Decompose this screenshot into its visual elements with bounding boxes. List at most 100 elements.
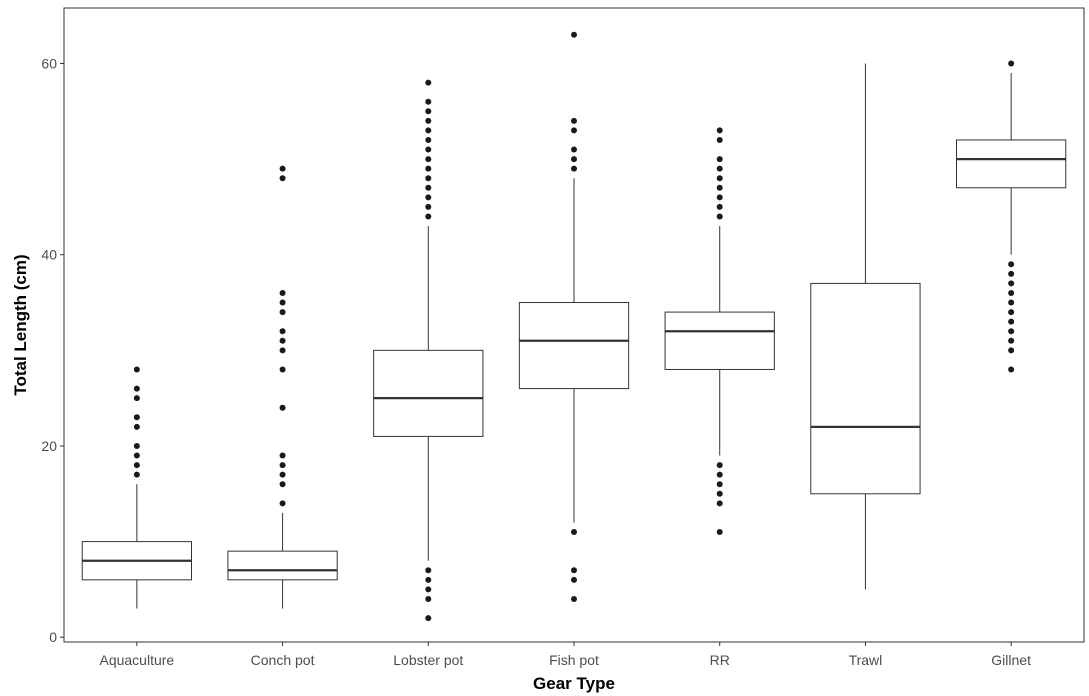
outlier-point xyxy=(571,127,577,134)
y-tick-label: 40 xyxy=(41,247,57,263)
outlier-point xyxy=(1008,270,1015,277)
outlier-point xyxy=(133,452,140,459)
box xyxy=(664,311,775,370)
outlier-point xyxy=(279,165,286,172)
outlier-point xyxy=(279,309,286,316)
outlier-point xyxy=(279,481,286,488)
box xyxy=(518,302,630,390)
outlier-point xyxy=(279,462,286,469)
outlier-point xyxy=(716,194,723,201)
box xyxy=(373,349,484,437)
x-tick-label: Trawl xyxy=(849,652,883,668)
outlier-point xyxy=(425,117,432,124)
outlier-point xyxy=(425,203,432,210)
outlier-point xyxy=(1008,337,1015,344)
outlier-point xyxy=(425,146,432,153)
x-tick-label: Gillnet xyxy=(991,652,1031,668)
outlier-point xyxy=(425,79,432,86)
y-tick-label: 0 xyxy=(49,629,57,645)
outlier-point xyxy=(133,385,140,392)
outlier-point xyxy=(716,481,723,488)
outlier-point xyxy=(279,175,286,182)
box-group-lobster-pot xyxy=(373,79,484,622)
outlier-point xyxy=(279,337,286,344)
x-tick-label: Conch pot xyxy=(251,652,315,668)
outlier-point xyxy=(716,462,723,469)
outlier-point xyxy=(425,165,432,172)
outlier-point xyxy=(1008,366,1015,373)
x-axis-title: Gear Type xyxy=(533,674,615,693)
outlier-point xyxy=(571,156,577,163)
outlier-point xyxy=(716,156,723,163)
outlier-point xyxy=(425,108,432,115)
outlier-point xyxy=(1008,289,1015,296)
outlier-point xyxy=(716,490,723,497)
outlier-point xyxy=(279,404,286,411)
outlier-point xyxy=(1008,280,1015,287)
outlier-point xyxy=(1008,309,1015,316)
outlier-point xyxy=(425,184,432,191)
outlier-point xyxy=(279,347,286,354)
outlier-point xyxy=(279,452,286,459)
y-tick-label: 60 xyxy=(41,55,57,71)
outlier-point xyxy=(571,165,577,172)
outlier-point xyxy=(425,175,432,182)
outlier-point xyxy=(716,136,723,143)
box xyxy=(810,282,921,495)
outlier-point xyxy=(1008,318,1015,325)
outlier-point xyxy=(425,615,432,622)
outlier-point xyxy=(279,328,286,335)
y-tick-label: 20 xyxy=(41,438,57,454)
box-group-rr xyxy=(664,127,775,536)
outlier-point xyxy=(571,146,577,153)
outlier-point xyxy=(571,576,577,583)
x-tick-label: RR xyxy=(710,652,730,668)
outlier-point xyxy=(716,184,723,191)
outlier-point xyxy=(425,194,432,201)
boxes-layer xyxy=(81,31,1067,622)
outlier-point xyxy=(1008,299,1015,306)
box xyxy=(956,139,1067,189)
outlier-point xyxy=(571,31,577,38)
outlier-point xyxy=(133,471,140,478)
outlier-point xyxy=(425,567,432,574)
x-axis: Aquaculture Conch pot Lobster pot Fish pot R… xyxy=(99,642,1031,668)
box-group-trawl xyxy=(810,63,921,590)
outlier-point xyxy=(279,289,286,296)
x-tick-label: Aquaculture xyxy=(99,652,174,668)
outlier-point xyxy=(133,423,140,430)
outlier-point xyxy=(133,462,140,469)
box-group-gillnet xyxy=(956,60,1067,373)
outlier-point xyxy=(133,442,140,449)
outlier-point xyxy=(571,529,577,536)
outlier-point xyxy=(716,500,723,507)
outlier-point xyxy=(1008,60,1015,67)
outlier-point xyxy=(716,213,723,220)
outlier-point xyxy=(425,586,432,593)
x-tick-label: Fish pot xyxy=(549,652,599,668)
outlier-point xyxy=(279,299,286,306)
outlier-point xyxy=(133,395,140,402)
outlier-point xyxy=(571,117,577,124)
box-group-conch-pot xyxy=(227,165,338,609)
outlier-point xyxy=(133,414,140,421)
outlier-point xyxy=(716,471,723,478)
outlier-point xyxy=(716,529,723,536)
y-axis: 0 20 40 60 xyxy=(41,55,64,645)
outlier-point xyxy=(279,366,286,373)
outlier-point xyxy=(716,175,723,182)
outlier-point xyxy=(716,127,723,134)
outlier-point xyxy=(716,165,723,172)
outlier-point xyxy=(279,500,286,507)
outlier-point xyxy=(425,98,432,105)
box-group-aquaculture xyxy=(81,366,192,609)
outlier-point xyxy=(1008,261,1015,268)
outlier-point xyxy=(571,567,577,574)
outlier-point xyxy=(425,213,432,220)
outlier-point xyxy=(425,576,432,583)
box-group-fish-pot xyxy=(518,31,630,602)
outlier-point xyxy=(425,136,432,143)
x-tick-label: Lobster pot xyxy=(393,652,463,668)
outlier-point xyxy=(425,595,432,602)
